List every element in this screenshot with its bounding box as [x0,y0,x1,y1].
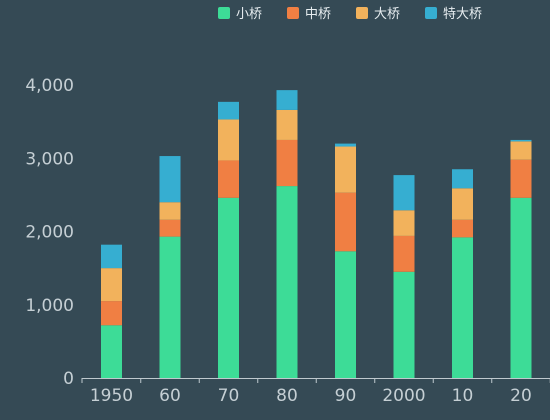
bar-segment-1[interactable] [276,139,298,187]
legend-label-small-bridge: 小桥 [236,7,263,22]
bar-segment-0[interactable] [335,251,356,378]
legend-label-super-large-bridge: 特大桥 [443,7,483,22]
x-tick-label: 10 [452,386,474,406]
bar-segment-2[interactable] [159,202,181,220]
x-tick-label: 90 [335,386,357,406]
legend-swatch-medium-bridge [287,6,300,19]
bar-segment-1[interactable] [510,159,532,198]
legend: 小桥 中桥 大桥 特大桥 [218,3,507,22]
legend-item-super-large-bridge[interactable]: 特大桥 [425,3,482,22]
y-tick-label: 1,000 [25,296,74,316]
legend-item-large-bridge[interactable]: 大桥 [356,3,400,22]
y-tick-label: 2,000 [25,223,74,243]
bar-segment-1[interactable] [218,160,239,198]
bar-segment-3[interactable] [218,101,239,120]
bar-segment-3[interactable] [101,244,122,269]
bar-segment-3[interactable] [393,175,415,211]
bar-segment-2[interactable] [101,268,122,302]
x-tick-label: 60 [159,386,181,406]
bar-segment-1[interactable] [393,235,415,272]
bar-segment-0[interactable] [218,197,239,378]
bar-segment-2[interactable] [393,210,415,236]
x-tick-label: 20 [510,386,532,406]
bar-segment-0[interactable] [101,325,122,378]
bar-segment-0[interactable] [510,197,532,378]
legend-swatch-small-bridge [218,6,230,19]
y-tick-label: 3,000 [25,149,74,169]
bar-segment-1[interactable] [335,192,356,252]
legend-label-medium-bridge: 中桥 [305,7,332,22]
bar-segment-2[interactable] [218,119,239,161]
x-tick-label: 2000 [382,386,425,406]
bar-segment-0[interactable] [452,237,473,378]
bar-segment-0[interactable] [393,271,415,378]
legend-label-large-bridge: 大桥 [374,7,401,22]
bar-segment-0[interactable] [276,186,298,378]
bar-segment-2[interactable] [335,146,356,193]
legend-swatch-super-large-bridge [425,6,438,19]
legend-swatch-large-bridge [356,6,369,19]
bar-segment-3[interactable] [276,90,298,110]
bar-segment-2[interactable] [452,188,473,220]
bar-segment-3[interactable] [159,156,181,203]
bar-segment-2[interactable] [510,141,532,160]
bar-segment-2[interactable] [276,109,298,140]
y-tick-label: 0 [63,369,74,389]
bar-segment-1[interactable] [159,219,181,237]
legend-item-small-bridge[interactable]: 小桥 [218,3,262,22]
bar-segment-3[interactable] [335,143,356,147]
legend-item-medium-bridge[interactable]: 中桥 [287,3,331,22]
bar-segment-1[interactable] [101,301,122,326]
bar-segment-3[interactable] [510,139,532,142]
x-tick-label: 1950 [90,386,133,406]
x-tick-label: 70 [218,386,240,406]
y-tick-label: 4,000 [25,76,74,96]
x-tick-label: 80 [276,386,298,406]
bar-segment-0[interactable] [159,236,181,378]
bar-segment-1[interactable] [452,219,473,238]
bar-segment-3[interactable] [452,169,473,189]
